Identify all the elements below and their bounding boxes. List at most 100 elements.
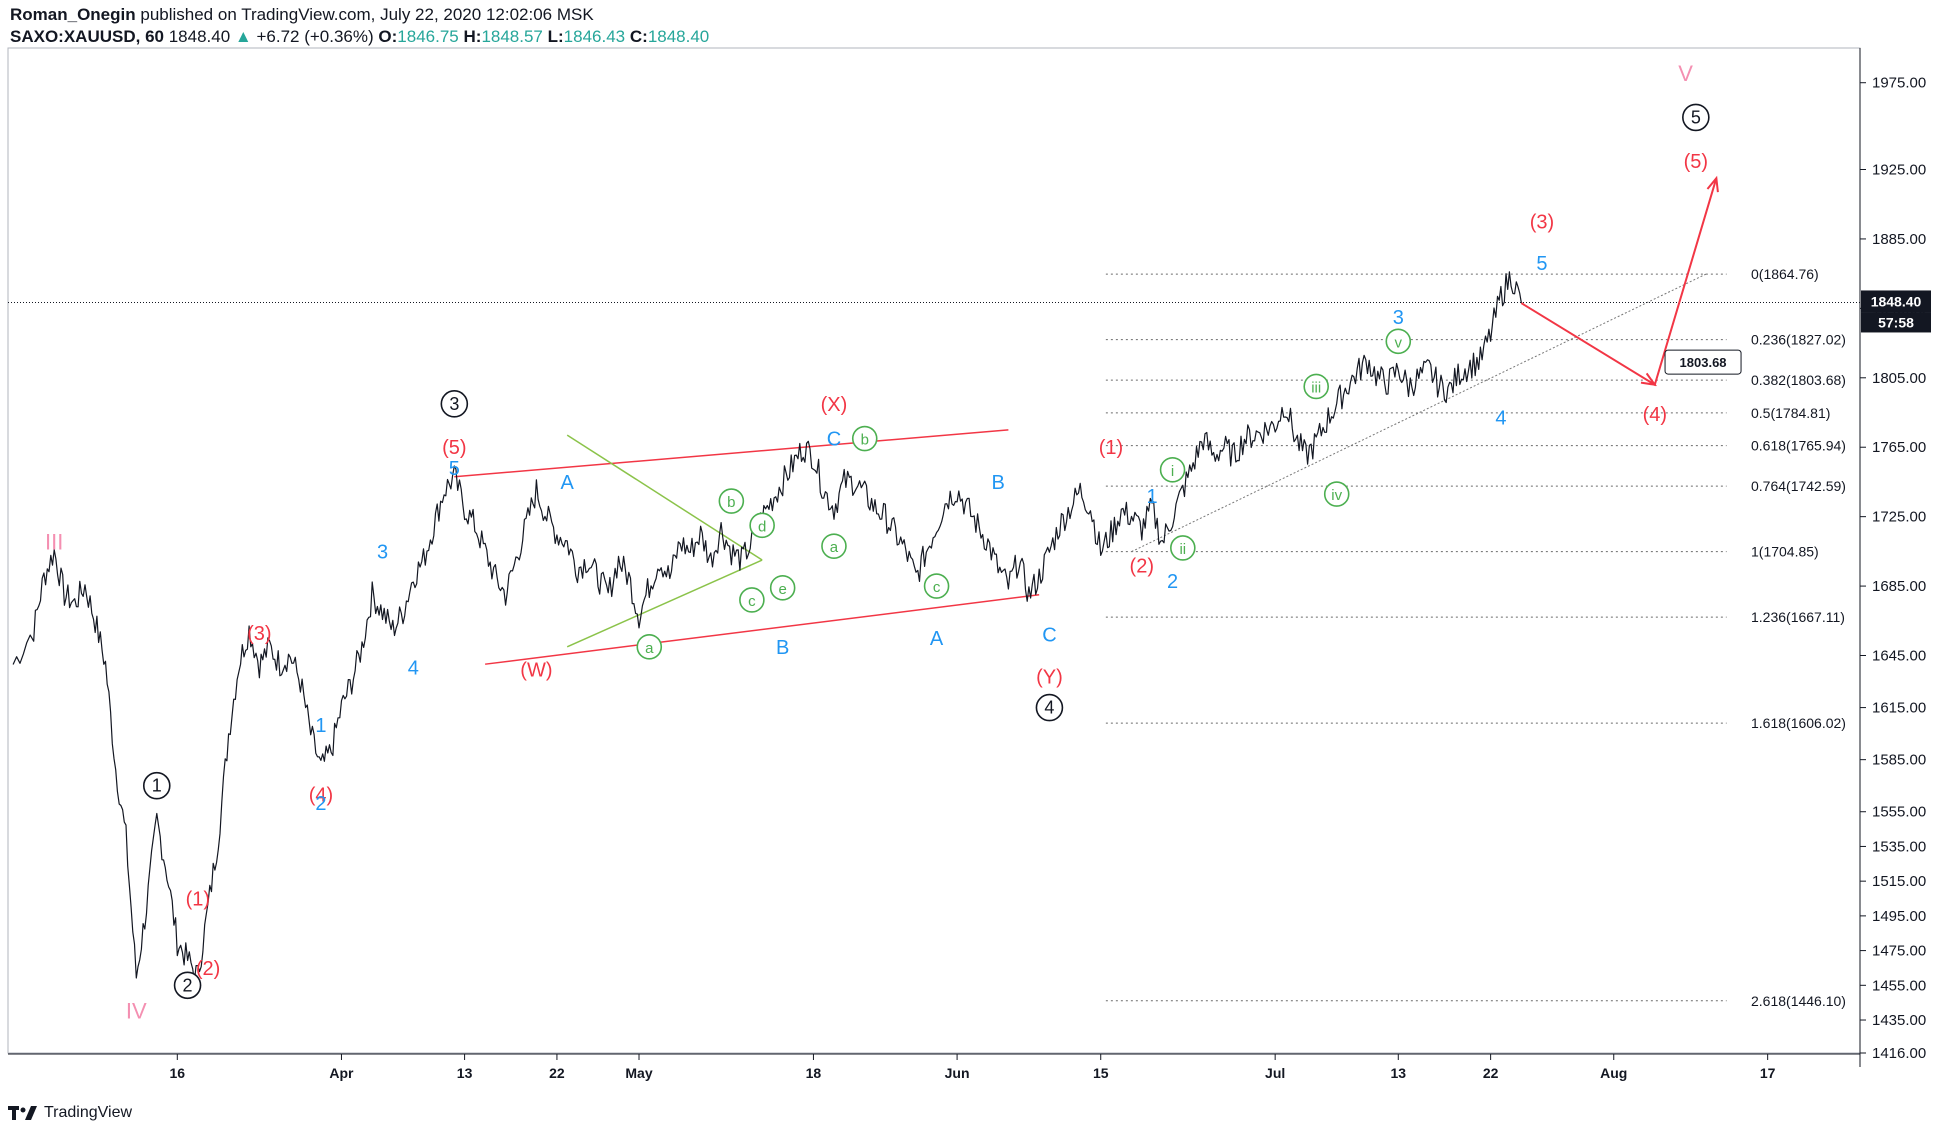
wave-label: V — [1678, 61, 1693, 86]
plot-frame — [7, 47, 1861, 1054]
wave-label: 3 — [1393, 307, 1404, 329]
wave-label: (1) — [1099, 437, 1123, 459]
wave-label: 3 — [377, 541, 388, 563]
price-chart[interactable]: 1975.001925.001885.001845.001805.001765.… — [0, 0, 1938, 1100]
symbol-label[interactable]: SAXO:XAUUSD, 60 — [10, 27, 164, 46]
wave-label: 1 — [315, 715, 326, 737]
y-tick-label: 1535.00 — [1872, 838, 1926, 855]
y-tick-label: 1645.00 — [1872, 648, 1926, 665]
fib-level-label: 1.236(1667.11) — [1751, 609, 1845, 625]
x-tick-label: 15 — [1093, 1065, 1109, 1081]
y-tick-label: 1555.00 — [1872, 804, 1926, 821]
wave-label: v — [1395, 334, 1403, 351]
wave-label-circle — [739, 587, 765, 613]
x-tick-label: May — [625, 1065, 652, 1081]
wave-label: c — [748, 593, 756, 610]
change-value: +6.72 (+0.36%) — [256, 27, 374, 46]
last-price: 1848.40 — [168, 27, 231, 46]
open-value: 1846.75 — [397, 27, 459, 46]
price-series-line — [12, 271, 1522, 982]
triangle-line — [566, 559, 763, 648]
wave-label: (5) — [442, 437, 466, 459]
wave-label: ii — [1179, 541, 1186, 558]
x-tick-label: Jul — [1265, 1065, 1285, 1081]
ohlc-line: SAXO:XAUUSD, 60 1848.40 ▲ +6.72 (+0.36%)… — [10, 26, 709, 48]
wave-label: (4) — [1643, 404, 1667, 426]
projection-arrowhead — [1640, 372, 1657, 387]
countdown-badge — [1861, 312, 1931, 333]
fib-level-label: 2.618(1446.10) — [1751, 993, 1846, 1009]
high-value: 1848.57 — [481, 27, 543, 46]
wave-label: B — [991, 472, 1004, 494]
y-tick-label: 1455.00 — [1872, 977, 1926, 994]
author-name[interactable]: Roman_Onegin — [10, 5, 136, 24]
wave-label: C — [827, 429, 841, 451]
wave-label-circle — [923, 573, 950, 599]
wave-label: a — [645, 640, 654, 657]
wave-label: (W) — [520, 659, 552, 681]
y-tick-label: 1685.00 — [1872, 578, 1926, 595]
wave-label-circle — [440, 390, 469, 418]
wave-label: b — [727, 494, 735, 511]
wave-label: 4 — [1044, 698, 1054, 718]
triangle-line — [566, 434, 763, 561]
wave-label: IV — [126, 998, 147, 1023]
wave-label: iii — [1311, 379, 1321, 396]
wave-label-circle — [718, 488, 745, 514]
y-tick-label: 1805.00 — [1872, 370, 1926, 387]
y-tick-label: 1435.00 — [1872, 1012, 1926, 1029]
footer-brand[interactable]: TradingView — [44, 1104, 133, 1121]
projection-arrowhead — [1706, 175, 1719, 193]
wave-label-circle — [173, 971, 202, 1000]
x-tick-label: 13 — [1390, 1065, 1406, 1081]
high-label: H: — [463, 27, 482, 46]
low-value: 1846.43 — [563, 27, 626, 46]
wave-label: 5 — [449, 458, 460, 480]
wave-label: 1 — [1146, 486, 1157, 508]
wave-label: (3) — [1530, 212, 1554, 234]
y-tick-label: 1725.00 — [1872, 509, 1926, 526]
last-price-badge — [1861, 290, 1931, 313]
wave-label: A — [930, 628, 944, 650]
fib-level-label: 0.618(1765.94) — [1751, 438, 1846, 454]
wave-label: A — [561, 472, 575, 494]
x-tick-label: 17 — [1760, 1065, 1776, 1081]
close-value: 1848.40 — [647, 27, 710, 46]
wave-label: C — [1042, 625, 1056, 647]
wave-label: 2 — [315, 793, 326, 815]
x-tick-label: 16 — [170, 1065, 186, 1081]
x-tick-label: Apr — [329, 1065, 354, 1081]
wave-label-circle — [142, 771, 171, 800]
wave-label-circle — [1159, 456, 1186, 483]
wave-label: e — [778, 581, 786, 598]
y-tick-label: 1416.00 — [1872, 1045, 1926, 1062]
wave-label: 4 — [1495, 408, 1506, 430]
y-tick-label: 1885.00 — [1872, 231, 1926, 248]
wave-label: (4) — [309, 784, 333, 806]
wave-label: iv — [1331, 487, 1342, 504]
wave-label-circle — [636, 634, 663, 660]
wave-label-circle — [821, 533, 847, 559]
x-tick-label: 13 — [457, 1065, 473, 1081]
wave-label: d — [758, 518, 766, 535]
wave-label-circle — [769, 575, 796, 601]
y-tick-label: 1495.00 — [1872, 908, 1926, 925]
wave-label: a — [830, 539, 839, 556]
tradingview-logo-icon[interactable] — [8, 1104, 38, 1122]
x-tick-label: 22 — [1483, 1065, 1499, 1081]
fib-level-label: 0.5(1784.81) — [1751, 405, 1830, 421]
y-tick-label: 1585.00 — [1872, 752, 1926, 769]
y-tick-label: 1515.00 — [1872, 873, 1926, 890]
wave-label: III — [45, 530, 63, 555]
countdown-badge-label: 57:58 — [1878, 314, 1914, 330]
wave-label: (Y) — [1036, 666, 1063, 688]
x-tick-label: 18 — [806, 1065, 822, 1081]
wave-label-circle — [851, 425, 878, 452]
wave-label: 4 — [408, 658, 419, 680]
y-tick-label: 1975.00 — [1872, 75, 1926, 92]
wave-label-circle — [1170, 535, 1196, 561]
wave-label: 2 — [1167, 571, 1178, 593]
fib-level-label: 0.236(1827.02) — [1751, 332, 1846, 348]
wave-label: (1) — [186, 889, 210, 911]
change-up-icon: ▲ — [234, 27, 252, 46]
